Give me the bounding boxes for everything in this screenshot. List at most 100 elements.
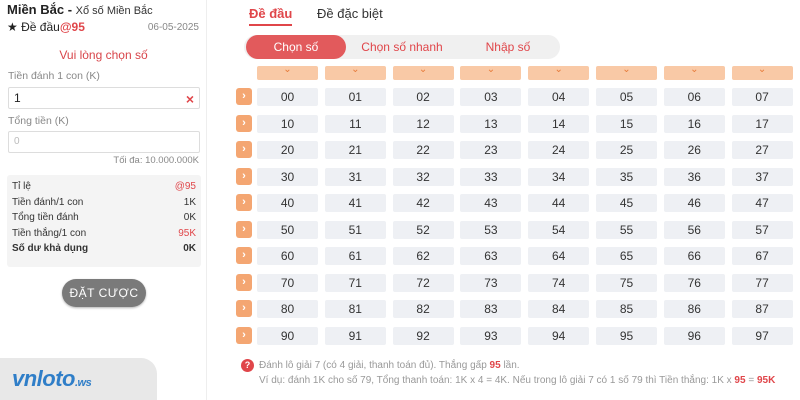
number-cell[interactable]: 82 xyxy=(392,300,454,318)
number-cell[interactable]: 41 xyxy=(324,194,386,212)
number-cell[interactable]: 27 xyxy=(731,141,793,159)
number-cell[interactable]: 77 xyxy=(731,273,793,292)
row-select-button[interactable]: › xyxy=(236,273,252,291)
number-cell[interactable]: 92 xyxy=(392,326,454,345)
number-cell[interactable]: 45 xyxy=(596,194,657,212)
number-cell[interactable]: 01 xyxy=(324,88,386,106)
column-select-button[interactable]: ⌄ xyxy=(257,64,318,80)
number-cell[interactable]: 37 xyxy=(731,167,793,186)
number-cell[interactable]: 52 xyxy=(392,220,454,239)
number-cell[interactable]: 97 xyxy=(731,326,793,345)
number-cell[interactable]: 62 xyxy=(392,247,454,265)
number-cell[interactable]: 14 xyxy=(528,114,590,133)
row-select-button[interactable]: › xyxy=(236,167,252,185)
number-cell[interactable]: 90 xyxy=(257,326,318,345)
segment-chon-so-nhanh[interactable]: Chọn số nhanh xyxy=(361,40,443,54)
number-cell[interactable]: 85 xyxy=(596,300,657,318)
row-select-button[interactable]: › xyxy=(236,326,252,344)
number-cell[interactable]: 84 xyxy=(528,300,590,318)
column-select-button[interactable]: ⌄ xyxy=(392,64,454,80)
number-cell[interactable]: 67 xyxy=(731,247,793,265)
number-cell[interactable]: 00 xyxy=(257,88,318,106)
number-cell[interactable]: 57 xyxy=(731,220,793,239)
row-select-button[interactable]: › xyxy=(236,194,252,211)
number-cell[interactable]: 35 xyxy=(596,167,657,186)
number-cell[interactable]: 47 xyxy=(731,194,793,212)
row-select-button[interactable]: › xyxy=(236,88,252,105)
number-cell[interactable]: 96 xyxy=(663,326,725,345)
column-select-button[interactable]: ⌄ xyxy=(731,64,793,80)
number-cell[interactable]: 13 xyxy=(460,114,522,133)
number-cell[interactable]: 46 xyxy=(663,194,725,212)
number-cell[interactable]: 53 xyxy=(460,220,522,239)
number-cell[interactable]: 63 xyxy=(460,247,522,265)
number-cell[interactable]: 80 xyxy=(257,300,318,318)
number-cell[interactable]: 04 xyxy=(528,88,590,106)
place-bet-button[interactable]: ĐẶT CƯỢC xyxy=(62,279,146,307)
number-cell[interactable]: 75 xyxy=(596,273,657,292)
total-input[interactable]: 0 xyxy=(8,131,200,153)
number-cell[interactable]: 17 xyxy=(731,114,793,133)
number-cell[interactable]: 34 xyxy=(528,167,590,186)
column-select-button[interactable]: ⌄ xyxy=(460,64,522,80)
row-select-button[interactable]: › xyxy=(236,300,252,317)
number-cell[interactable]: 73 xyxy=(460,273,522,292)
number-cell[interactable]: 61 xyxy=(324,247,386,265)
column-select-button[interactable]: ⌄ xyxy=(663,64,725,80)
number-cell[interactable]: 16 xyxy=(663,114,725,133)
number-cell[interactable]: 10 xyxy=(257,114,318,133)
number-cell[interactable]: 72 xyxy=(392,273,454,292)
number-cell[interactable]: 20 xyxy=(257,141,318,159)
number-cell[interactable]: 12 xyxy=(392,114,454,133)
number-cell[interactable]: 74 xyxy=(528,273,590,292)
column-select-button[interactable]: ⌄ xyxy=(324,64,386,80)
number-cell[interactable]: 40 xyxy=(257,194,318,212)
number-cell[interactable]: 55 xyxy=(596,220,657,239)
close-icon[interactable]: × xyxy=(185,91,194,107)
number-cell[interactable]: 07 xyxy=(731,88,793,106)
number-cell[interactable]: 86 xyxy=(663,300,725,318)
number-cell[interactable]: 60 xyxy=(257,247,318,265)
number-cell[interactable]: 22 xyxy=(392,141,454,159)
number-cell[interactable]: 02 xyxy=(392,88,454,106)
number-cell[interactable]: 83 xyxy=(460,300,522,318)
number-cell[interactable]: 36 xyxy=(663,167,725,186)
number-cell[interactable]: 24 xyxy=(528,141,590,159)
row-select-button[interactable]: › xyxy=(236,247,252,264)
number-cell[interactable]: 54 xyxy=(528,220,590,239)
number-cell[interactable]: 66 xyxy=(663,247,725,265)
row-select-button[interactable]: › xyxy=(236,141,252,158)
number-cell[interactable]: 50 xyxy=(257,220,318,239)
number-cell[interactable]: 51 xyxy=(324,220,386,239)
number-cell[interactable]: 42 xyxy=(392,194,454,212)
column-select-button[interactable]: ⌄ xyxy=(528,64,590,80)
number-cell[interactable]: 44 xyxy=(528,194,590,212)
segment-nhap-so[interactable]: Nhập số xyxy=(485,40,531,54)
number-cell[interactable]: 65 xyxy=(596,247,657,265)
number-cell[interactable]: 64 xyxy=(528,247,590,265)
number-cell[interactable]: 95 xyxy=(596,326,657,345)
row-select-button[interactable]: › xyxy=(236,220,252,238)
number-cell[interactable]: 81 xyxy=(324,300,386,318)
tab-de-dau[interactable]: Đề đầu xyxy=(249,6,293,26)
number-cell[interactable]: 05 xyxy=(596,88,657,106)
column-select-button[interactable]: ⌄ xyxy=(596,64,657,80)
bet-per-input[interactable]: 1 × xyxy=(8,87,200,109)
number-cell[interactable]: 33 xyxy=(460,167,522,186)
number-cell[interactable]: 91 xyxy=(324,326,386,345)
number-cell[interactable]: 06 xyxy=(663,88,725,106)
tab-de-dac-biet[interactable]: Đề đặc biệt xyxy=(317,6,383,21)
number-cell[interactable]: 03 xyxy=(460,88,522,106)
number-cell[interactable]: 32 xyxy=(392,167,454,186)
number-cell[interactable]: 93 xyxy=(460,326,522,345)
number-cell[interactable]: 21 xyxy=(324,141,386,159)
row-select-button[interactable]: › xyxy=(236,114,252,132)
number-cell[interactable]: 43 xyxy=(460,194,522,212)
number-cell[interactable]: 23 xyxy=(460,141,522,159)
number-cell[interactable]: 31 xyxy=(324,167,386,186)
number-cell[interactable]: 71 xyxy=(324,273,386,292)
number-cell[interactable]: 25 xyxy=(596,141,657,159)
number-cell[interactable]: 76 xyxy=(663,273,725,292)
number-cell[interactable]: 56 xyxy=(663,220,725,239)
segment-chon-so[interactable]: Chọn số xyxy=(246,35,346,59)
